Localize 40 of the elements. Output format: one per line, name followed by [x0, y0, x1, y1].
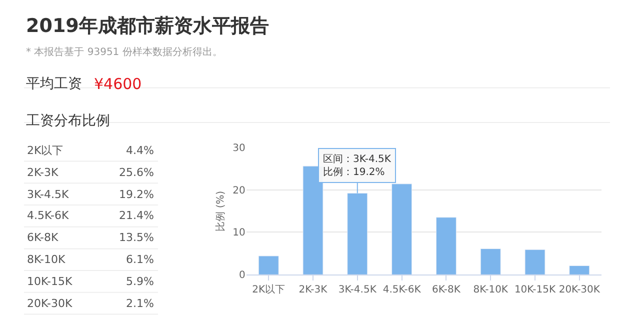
y-tick-label: 10	[232, 228, 246, 239]
x-tick-label: 3K-4.5K	[338, 284, 377, 296]
bar	[524, 249, 546, 275]
text: 4.4%	[126, 144, 154, 157]
category-label: 2K-3K	[27, 166, 60, 179]
text: 工资分布比例	[26, 113, 110, 129]
text: 2019年成都市薪资水平报告	[26, 15, 269, 37]
category-label: 3K-4.5K	[27, 188, 70, 201]
y-tick-label: 20	[232, 185, 246, 196]
category-label: 4.5K-6K	[27, 209, 70, 222]
x-tick-label: 20K-30K	[558, 284, 600, 296]
category-label: 8K-10K	[27, 253, 66, 266]
text: 13.5%	[119, 231, 154, 244]
text: 6.1%	[126, 253, 154, 266]
category-label: 20K-30K	[27, 297, 74, 310]
y-axis-title: 比例 (%)	[214, 190, 227, 232]
x-tick-label: 2K-3K	[298, 284, 328, 296]
x-tick-label: 2K以下	[252, 284, 286, 296]
x-tick-label: 6K-8K	[432, 284, 461, 296]
y-tick-label: 30	[232, 142, 246, 154]
text: ¥4600	[94, 75, 142, 93]
x-tick-label: 10K-15K	[514, 284, 556, 296]
text: 19.2%	[119, 188, 154, 201]
bar	[258, 256, 279, 275]
annotation: 区间：3K-4.5K 比例：19.2%	[323, 153, 392, 178]
x-tick-label: 4.5K-6K	[382, 284, 422, 296]
category-label: 10K-15K	[27, 275, 74, 288]
bar	[569, 265, 590, 275]
category-label: 6K-8K	[27, 231, 60, 244]
text: 5.9%	[126, 275, 154, 288]
y-tick-label: 0	[239, 270, 246, 282]
text: 2.1%	[126, 297, 154, 310]
text: 21.4%	[119, 209, 154, 222]
x-tick-label: 8K-10K	[473, 284, 508, 296]
text: 25.6%	[119, 166, 154, 179]
category-label: 2K以下	[27, 144, 64, 157]
bar	[436, 217, 456, 275]
text: 平均工资	[26, 76, 82, 92]
text: * 本报告基于 93951 份样本数据分析得出。	[26, 46, 222, 58]
bar	[480, 248, 501, 275]
